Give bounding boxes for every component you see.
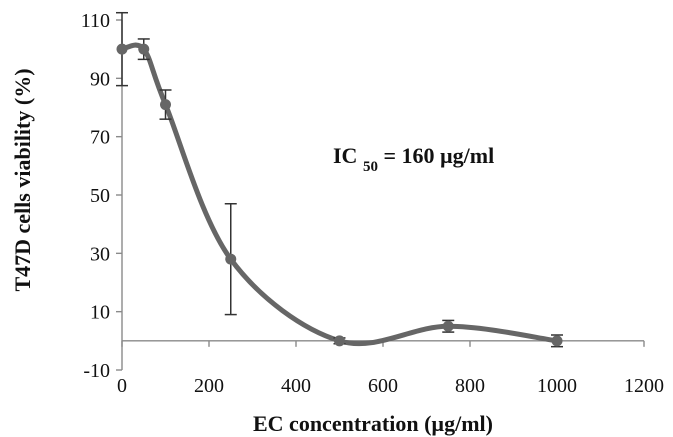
- data-point: [551, 335, 563, 347]
- y-tick-label: 50: [90, 185, 110, 207]
- y-tick-label: -10: [83, 360, 110, 382]
- y-tick-label: 90: [90, 68, 110, 90]
- data-point: [160, 99, 171, 111]
- ticks-group: -10 10 30 50 70 90 110 0 200 400 600 800 1000 1200: [81, 10, 664, 397]
- y-tick-label: 30: [90, 243, 110, 265]
- x-tick-label: 1200: [624, 375, 664, 397]
- error-bars-group: [116, 11, 563, 348]
- x-tick-label: 800: [455, 375, 485, 397]
- x-axis-label: EC concentration (µg/ml): [253, 411, 493, 436]
- y-tick-label: 70: [90, 127, 110, 149]
- x-tick-label: 400: [281, 375, 311, 397]
- data-point: [225, 253, 237, 265]
- x-tick-label: 600: [368, 375, 398, 397]
- ic50-subscript: 50: [363, 159, 378, 175]
- x-tick-label: 200: [194, 375, 224, 397]
- series-line: [119, 42, 560, 347]
- y-tick-label: 110: [81, 10, 110, 32]
- x-tick-label: 1000: [537, 375, 577, 397]
- data-point: [442, 320, 454, 332]
- y-tick-label: 10: [90, 302, 110, 324]
- curve-layer: [119, 42, 560, 347]
- points-group: [116, 43, 563, 347]
- y-axis-label: T47D cells viability (%): [10, 68, 35, 291]
- data-point: [116, 43, 128, 55]
- data-point: [334, 335, 345, 347]
- data-point: [138, 43, 150, 55]
- ic50-suffix: = 160 µg/ml: [383, 143, 494, 168]
- ic50-annotation: IC 50 = 160 µg/ml: [333, 143, 494, 175]
- ic50-prefix: IC: [333, 143, 357, 168]
- x-tick-label: 0: [117, 375, 127, 397]
